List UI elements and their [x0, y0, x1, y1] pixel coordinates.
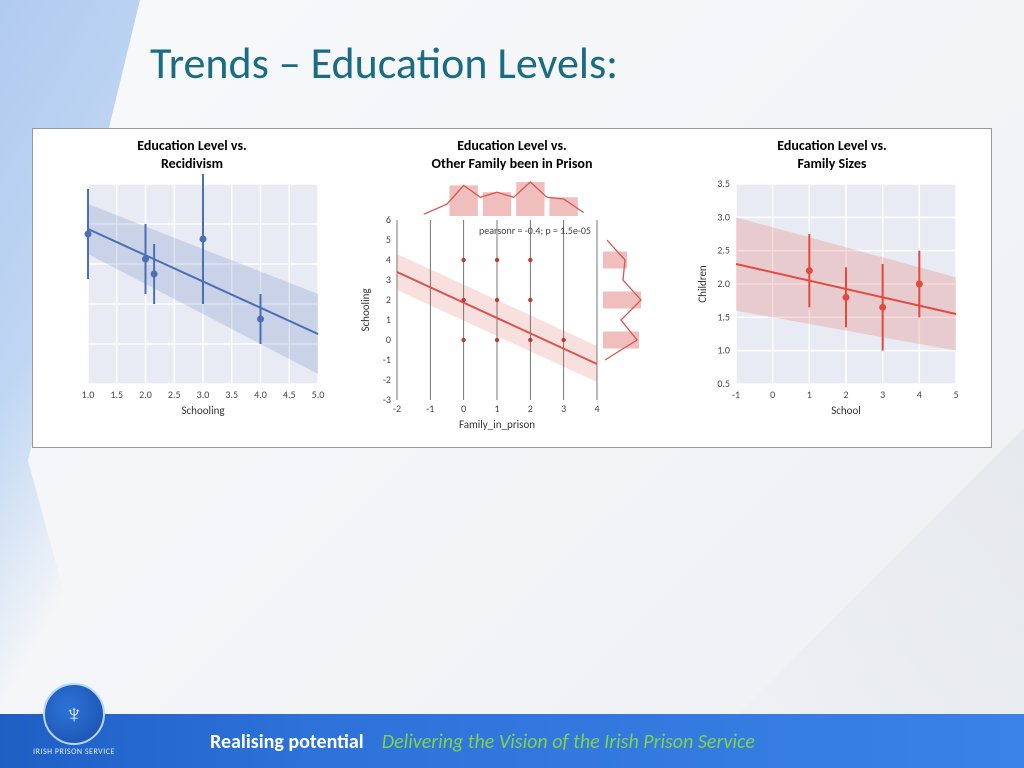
svg-text:1.0: 1.0: [82, 388, 95, 401]
svg-text:-1: -1: [732, 388, 740, 401]
logo-ring-icon: ♆: [43, 683, 105, 745]
svg-text:4: 4: [594, 402, 599, 415]
footer-text: Realising potential Delivering the Visio…: [210, 730, 755, 754]
svg-text:Schooling: Schooling: [181, 404, 224, 417]
svg-text:5: 5: [953, 388, 958, 401]
svg-text:2: 2: [528, 402, 533, 415]
logo-caption: IRISH PRISON SERVICE: [33, 747, 115, 757]
chart-2-plot: pearsonr = -0.4; p = 1.5e-05 -2 -1 0 1 2 3 4 Fam…: [357, 178, 667, 439]
svg-text:Children: Children: [696, 265, 709, 303]
footer-tail: Delivering the Vision of the Irish Priso…: [382, 730, 755, 754]
svg-text:2: 2: [843, 388, 848, 401]
svg-text:1: 1: [807, 388, 812, 401]
chart-3-plot: -1 0 1 2 3 4 5 School 0.5 1.0 1.5 2.0 2.5 3.0 3.5 Child…: [679, 178, 985, 439]
svg-text:1.0: 1.0: [717, 344, 730, 357]
svg-text:2: 2: [386, 293, 391, 306]
svg-text:School: School: [831, 404, 861, 417]
svg-text:2.0: 2.0: [717, 277, 730, 290]
svg-text:4.0: 4.0: [254, 388, 267, 401]
svg-text:4.5: 4.5: [283, 388, 296, 401]
svg-text:3.5: 3.5: [225, 388, 238, 401]
svg-text:5.0: 5.0: [312, 388, 325, 401]
svg-text:2.5: 2.5: [717, 244, 730, 257]
svg-text:1.5: 1.5: [717, 310, 730, 323]
svg-text:1.5: 1.5: [110, 388, 123, 401]
svg-text:Schooling: Schooling: [359, 288, 372, 331]
svg-text:3: 3: [880, 388, 885, 401]
svg-text:3.0: 3.0: [717, 210, 730, 223]
chart-2-title: Education Level vs.Other Family been in …: [432, 137, 593, 172]
svg-text:Family_in_prison: Family_in_prison: [459, 418, 535, 431]
chart-1-title: Education Level vs.Recidivism: [137, 137, 247, 172]
chart-2-col: Education Level vs.Other Family been in …: [351, 129, 673, 447]
svg-text:0: 0: [461, 402, 466, 415]
footer-lead: Realising potential: [210, 730, 364, 754]
svg-text:3.0: 3.0: [197, 388, 210, 401]
chart-1-col: Education Level vs.Recidivism 1.0 1.5 2.0 2…: [33, 129, 351, 447]
svg-text:1: 1: [386, 313, 391, 326]
svg-text:2.0: 2.0: [139, 388, 152, 401]
svg-text:-2: -2: [383, 373, 391, 386]
charts-panel: Education Level vs.Recidivism 1.0 1.5 2.0 2…: [32, 128, 992, 448]
svg-text:0: 0: [386, 333, 391, 346]
svg-text:2.5: 2.5: [168, 388, 181, 401]
chart-1-plot: 1.0 1.5 2.0 2.5 3.0 3.5 4.0 4.5 5.0 Schooling: [39, 178, 345, 439]
svg-text:4: 4: [917, 388, 922, 401]
svg-text:-1: -1: [383, 353, 391, 366]
svg-text:0.5: 0.5: [717, 377, 730, 390]
svg-text:-1: -1: [426, 402, 434, 415]
svg-text:-2: -2: [393, 402, 401, 415]
logo: ♆ IRISH PRISON SERVICE: [28, 674, 120, 766]
svg-text:3.5: 3.5: [717, 177, 730, 190]
chart-3-col: Education Level vs.Family Sizes -1 0 1 2 3 4 5…: [673, 129, 991, 447]
harp-icon: ♆: [64, 698, 84, 730]
svg-text:3: 3: [561, 402, 566, 415]
svg-text:3: 3: [386, 273, 391, 286]
svg-text:pearsonr = -0.4; p = 1.5e-05: pearsonr = -0.4; p = 1.5e-05: [479, 224, 591, 237]
svg-text:0: 0: [770, 388, 775, 401]
svg-text:1: 1: [494, 402, 499, 415]
svg-text:6: 6: [386, 213, 391, 226]
svg-text:5: 5: [386, 233, 391, 246]
footer: ♆ IRISH PRISON SERVICE Realising potenti…: [0, 678, 1024, 768]
chart-3-title: Education Level vs.Family Sizes: [777, 137, 887, 172]
svg-text:-3: -3: [383, 393, 391, 406]
svg-text:4: 4: [386, 253, 391, 266]
slide-title: Trends – Education Levels:: [150, 36, 618, 90]
